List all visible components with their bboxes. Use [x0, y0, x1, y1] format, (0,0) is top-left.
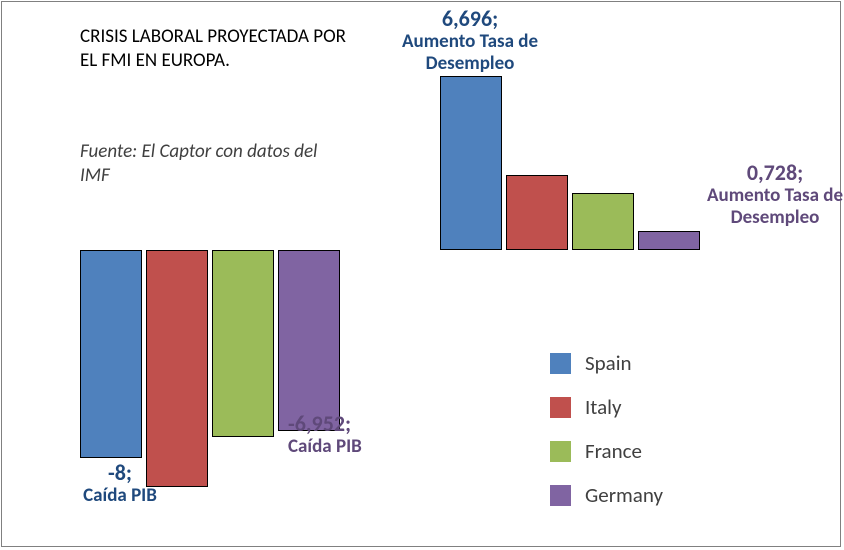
legend-item-germany: Germany — [550, 482, 663, 508]
legend-item-italy: Italy — [550, 394, 663, 420]
label-value: 0,728; — [690, 160, 844, 185]
chart-title: CRISIS LABORAL PROYECTADA POR EL FMI EN … — [80, 25, 360, 73]
bar-caida-pib-spain — [80, 250, 142, 458]
bar-desempleo-spain — [440, 76, 502, 250]
label-category: Aumento Tasa de Desempleo — [690, 185, 844, 229]
bar-desempleo-italy — [506, 175, 568, 250]
legend-item-france: France — [550, 438, 663, 464]
legend-item-spain: Spain — [550, 350, 663, 376]
legend-label: Italy — [585, 394, 621, 420]
bar-caida-pib-italy — [146, 250, 208, 487]
label-category: Caída PIB — [288, 436, 428, 458]
bar-caida-pib-france — [212, 250, 274, 437]
legend-label: Spain — [585, 350, 632, 376]
legend-swatch-france — [550, 441, 571, 462]
bar-desempleo-france — [572, 193, 634, 250]
label-desempleo-spain: 6,696; Aumento Tasa de Desempleo — [385, 6, 555, 75]
label-value: 6,696; — [385, 6, 555, 31]
legend-label: France — [585, 438, 642, 464]
bar-desempleo-germany — [638, 231, 700, 250]
legend-swatch-germany — [550, 485, 571, 506]
chart-source: Fuente: El Captor con datos del IMF — [80, 140, 340, 188]
legend-label: Germany — [585, 482, 663, 508]
bar-caida-pib-germany — [278, 250, 340, 431]
label-caida-pib-germany: -6,952; Caída PIB — [288, 411, 428, 458]
label-desempleo-germany: 0,728; Aumento Tasa de Desempleo — [690, 160, 844, 229]
legend: Spain Italy France Germany — [550, 350, 663, 526]
legend-swatch-spain — [550, 353, 571, 374]
label-category: Aumento Tasa de Desempleo — [385, 31, 555, 75]
legend-swatch-italy — [550, 397, 571, 418]
label-category: Caída PIB — [50, 485, 190, 507]
label-caida-pib-spain: -8; Caída PIB — [50, 460, 190, 507]
label-value: -6,952; — [288, 411, 428, 436]
label-value: -8; — [50, 460, 190, 485]
